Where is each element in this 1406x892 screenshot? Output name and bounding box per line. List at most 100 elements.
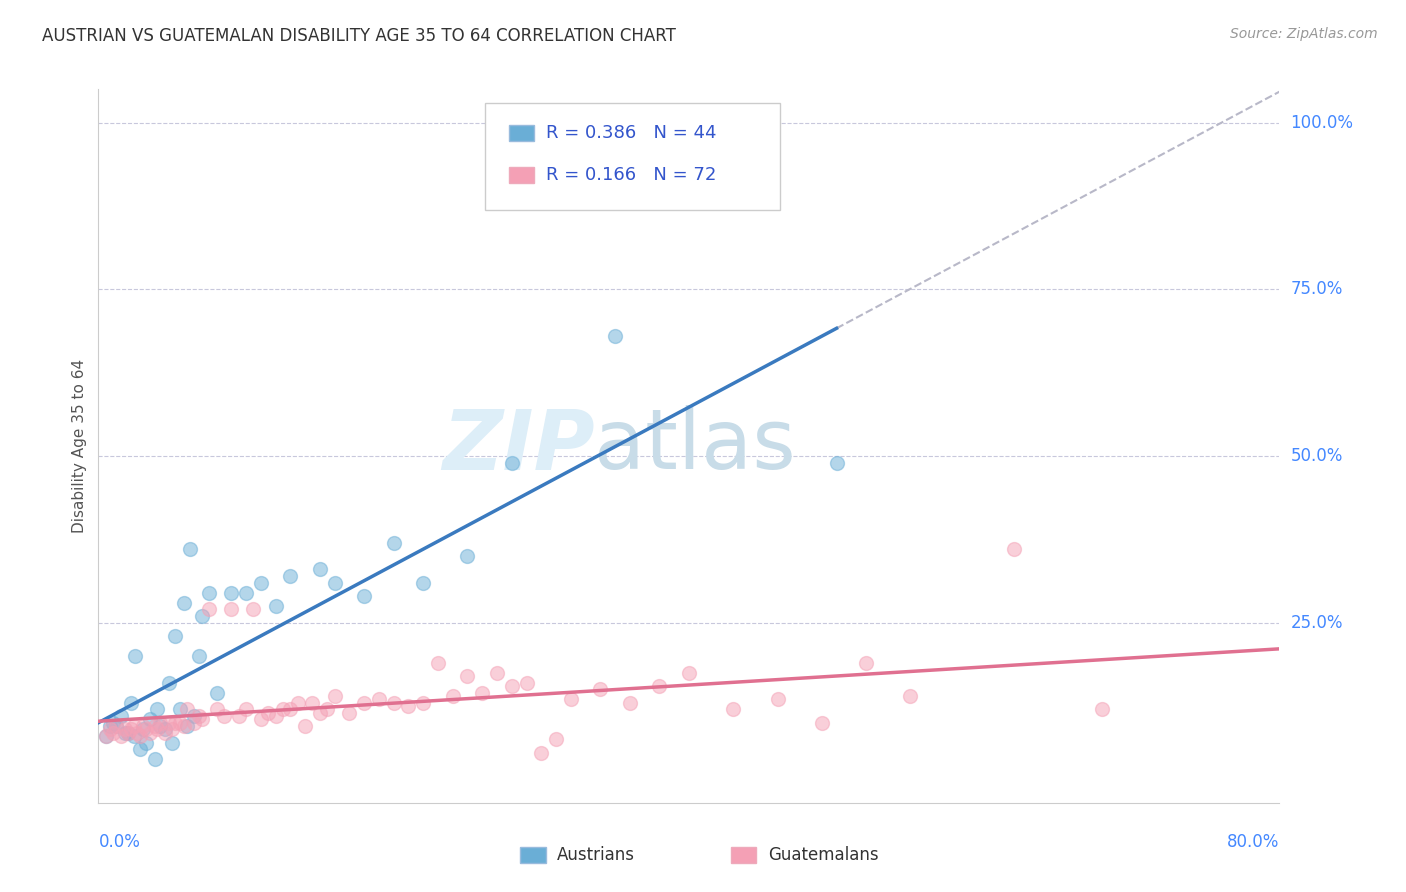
Point: [157, 675, 180, 690]
Point: [323, 575, 346, 590]
Point: [678, 665, 700, 680]
Point: [278, 702, 302, 716]
Point: [766, 692, 789, 706]
Point: [114, 723, 136, 737]
Point: [122, 729, 145, 743]
Point: [287, 696, 309, 710]
Point: [94, 729, 117, 743]
Point: [135, 736, 157, 750]
Point: [103, 725, 125, 739]
Point: [278, 569, 302, 583]
Point: [219, 585, 242, 599]
Text: R = 0.166   N = 72: R = 0.166 N = 72: [546, 166, 716, 184]
Point: [264, 709, 287, 723]
Point: [271, 702, 294, 716]
Point: [456, 549, 478, 563]
Text: Austrians: Austrians: [557, 846, 634, 863]
Point: [110, 729, 132, 743]
Point: [179, 542, 201, 557]
Point: [412, 575, 434, 590]
Point: [176, 702, 198, 716]
Point: [337, 706, 360, 720]
Point: [382, 535, 405, 549]
Point: [120, 696, 142, 710]
Point: [205, 686, 228, 700]
Point: [353, 589, 375, 603]
Text: atlas: atlas: [595, 406, 796, 486]
Text: 50.0%: 50.0%: [1291, 447, 1343, 465]
Point: [149, 719, 172, 733]
Point: [128, 742, 150, 756]
Point: [146, 723, 169, 737]
Point: [117, 725, 139, 739]
Point: [257, 706, 280, 720]
Point: [605, 329, 627, 343]
Point: [183, 715, 205, 730]
Point: [264, 599, 287, 613]
Point: [105, 719, 128, 733]
Text: Guatemalans: Guatemalans: [768, 846, 879, 863]
Point: [427, 656, 450, 670]
Point: [456, 669, 478, 683]
Point: [143, 752, 166, 766]
Point: [125, 725, 148, 739]
Point: [501, 679, 523, 693]
Point: [157, 715, 180, 730]
Point: [619, 696, 641, 710]
Point: [544, 732, 567, 747]
Point: [250, 713, 273, 727]
Point: [412, 696, 434, 710]
Point: [94, 729, 117, 743]
Point: [316, 702, 339, 716]
Point: [124, 649, 146, 664]
Point: [198, 585, 221, 599]
Point: [530, 746, 553, 760]
Text: AUSTRIAN VS GUATEMALAN DISABILITY AGE 35 TO 64 CORRELATION CHART: AUSTRIAN VS GUATEMALAN DISABILITY AGE 35…: [42, 27, 676, 45]
Point: [228, 709, 250, 723]
Text: 25.0%: 25.0%: [1291, 614, 1343, 632]
Point: [153, 723, 176, 737]
Point: [825, 456, 848, 470]
Point: [120, 723, 142, 737]
Point: [219, 602, 242, 616]
Point: [110, 709, 132, 723]
Point: [98, 719, 121, 733]
Text: ZIP: ZIP: [441, 406, 595, 486]
Point: [114, 725, 136, 739]
Point: [396, 699, 419, 714]
Point: [353, 696, 375, 710]
Point: [187, 709, 209, 723]
Y-axis label: Disability Age 35 to 64: Disability Age 35 to 64: [72, 359, 87, 533]
Point: [165, 715, 187, 730]
Point: [122, 719, 145, 733]
Point: [165, 629, 187, 643]
Point: [721, 702, 744, 716]
Point: [235, 702, 257, 716]
Point: [139, 725, 162, 739]
Point: [183, 709, 205, 723]
Point: [98, 723, 121, 737]
Point: [1002, 542, 1025, 557]
Point: [368, 692, 391, 706]
Point: [169, 702, 191, 716]
Point: [149, 715, 172, 730]
Point: [648, 679, 671, 693]
Point: [128, 729, 150, 743]
Point: [173, 596, 195, 610]
Point: [132, 719, 155, 733]
Point: [1091, 702, 1114, 716]
Point: [810, 715, 832, 730]
Point: [205, 702, 228, 716]
Point: [309, 562, 332, 576]
Point: [515, 675, 537, 690]
Point: [589, 682, 612, 697]
Point: [198, 602, 221, 616]
Point: [191, 713, 214, 727]
Point: [441, 689, 464, 703]
Point: [105, 719, 128, 733]
Point: [471, 686, 494, 700]
Point: [900, 689, 922, 703]
Point: [135, 723, 157, 737]
Text: Source: ZipAtlas.com: Source: ZipAtlas.com: [1230, 27, 1378, 41]
Point: [187, 649, 209, 664]
